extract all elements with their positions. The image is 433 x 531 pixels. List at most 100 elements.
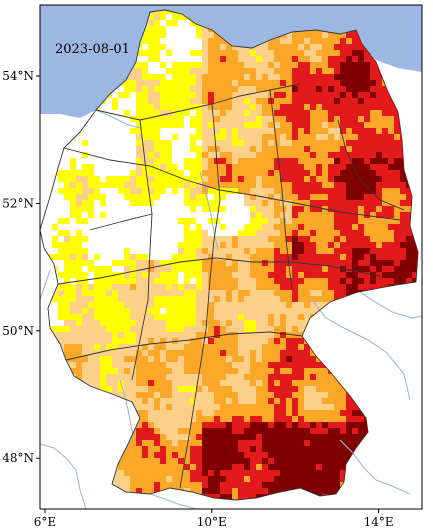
raster-cell (376, 242, 382, 248)
raster-cell (340, 470, 346, 476)
raster-cell (346, 158, 352, 164)
raster-cell (394, 146, 400, 152)
raster-cell (118, 134, 124, 140)
raster-cell (82, 314, 88, 320)
raster-cell (124, 464, 130, 470)
raster-cell (256, 428, 262, 434)
raster-cell (262, 302, 268, 308)
raster-cell (178, 86, 184, 92)
raster-cell (82, 230, 88, 236)
raster-cell (400, 194, 406, 200)
raster-cell (148, 140, 154, 146)
raster-cell (184, 272, 190, 278)
raster-cell (208, 128, 214, 134)
raster-cell (190, 314, 196, 320)
raster-cell (322, 182, 328, 188)
raster-cell (94, 194, 100, 200)
raster-cell (394, 254, 400, 260)
raster-cell (232, 182, 238, 188)
raster-cell (70, 224, 76, 230)
raster-cell (154, 320, 160, 326)
raster-cell (82, 284, 88, 290)
raster-cell (334, 392, 340, 398)
raster-cell (292, 74, 298, 80)
raster-cell (316, 50, 322, 56)
raster-cell (274, 380, 280, 386)
raster-cell (328, 458, 334, 464)
raster-cell (412, 248, 418, 254)
raster-cell (202, 440, 208, 446)
raster-cell (220, 134, 226, 140)
raster-cell (346, 212, 352, 218)
raster-cell (190, 158, 196, 164)
raster-cell (226, 68, 232, 74)
raster-cell (232, 104, 238, 110)
raster-cell (256, 110, 262, 116)
raster-cell (274, 404, 280, 410)
raster-cell (262, 128, 268, 134)
raster-cell (220, 428, 226, 434)
raster-cell (196, 422, 202, 428)
raster-cell (310, 74, 316, 80)
raster-cell (250, 344, 256, 350)
raster-cell (112, 98, 118, 104)
raster-cell (280, 470, 286, 476)
raster-cell (244, 188, 250, 194)
raster-cell (196, 98, 202, 104)
raster-cell (220, 410, 226, 416)
raster-cell (370, 104, 376, 110)
raster-cell (136, 200, 142, 206)
raster-cell (340, 62, 346, 68)
raster-cell (334, 254, 340, 260)
raster-cell (154, 146, 160, 152)
raster-cell (268, 62, 274, 68)
raster-cell (244, 248, 250, 254)
raster-cell (190, 446, 196, 452)
raster-cell (112, 308, 118, 314)
raster-cell (184, 470, 190, 476)
raster-cell (268, 440, 274, 446)
raster-cell (76, 140, 82, 146)
raster-cell (172, 398, 178, 404)
raster-cell (286, 320, 292, 326)
raster-cell (364, 152, 370, 158)
raster-cell (184, 98, 190, 104)
raster-cell (358, 86, 364, 92)
raster-cell (406, 278, 412, 284)
raster-cell (244, 380, 250, 386)
raster-cell (124, 86, 130, 92)
raster-cell (256, 140, 262, 146)
raster-cell (160, 38, 166, 44)
raster-cell (382, 260, 388, 266)
raster-cell (136, 68, 142, 74)
raster-cell (298, 200, 304, 206)
raster-cell (274, 134, 280, 140)
raster-cell (52, 236, 58, 242)
raster-cell (214, 440, 220, 446)
raster-cell (124, 392, 130, 398)
raster-cell (184, 164, 190, 170)
raster-cell (232, 80, 238, 86)
raster-cell (148, 32, 154, 38)
raster-cell (238, 128, 244, 134)
raster-cell (148, 218, 154, 224)
raster-cell (280, 68, 286, 74)
raster-cell (388, 146, 394, 152)
raster-cell (172, 404, 178, 410)
raster-cell (298, 284, 304, 290)
raster-cell (232, 242, 238, 248)
raster-cell (238, 374, 244, 380)
raster-cell (214, 170, 220, 176)
raster-cell (106, 290, 112, 296)
raster-cell (358, 50, 364, 56)
raster-cell (208, 44, 214, 50)
raster-cell (340, 140, 346, 146)
raster-cell (100, 254, 106, 260)
raster-cell (322, 128, 328, 134)
raster-cell (274, 416, 280, 422)
raster-cell (202, 302, 208, 308)
raster-cell (352, 224, 358, 230)
raster-cell (238, 74, 244, 80)
raster-cell (160, 26, 166, 32)
raster-cell (304, 464, 310, 470)
